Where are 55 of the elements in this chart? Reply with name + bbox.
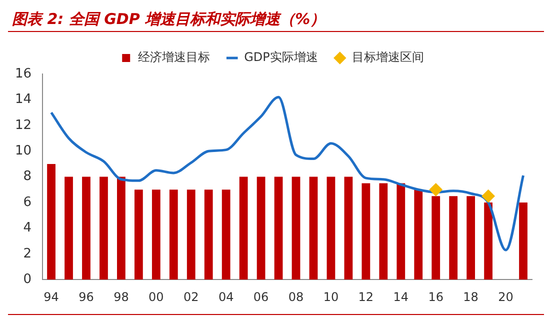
bar — [204, 190, 213, 280]
bar — [239, 176, 248, 280]
bar — [82, 176, 90, 280]
bar — [466, 196, 476, 280]
bar — [449, 196, 458, 280]
bar — [484, 202, 492, 280]
bar — [344, 176, 353, 280]
bar — [256, 176, 266, 280]
x-tick-label: 96 — [78, 290, 94, 304]
bar — [169, 190, 178, 280]
y-tick-label: 10 — [14, 143, 32, 158]
bar — [309, 176, 318, 280]
y-tick-label: 16 — [14, 66, 32, 82]
bar — [100, 176, 108, 280]
bar — [64, 176, 73, 280]
x-tick-label: 12 — [358, 290, 374, 304]
y-tick-label: 12 — [14, 118, 32, 133]
bar — [379, 183, 388, 280]
bar — [152, 190, 160, 280]
bar — [292, 176, 300, 280]
bar — [274, 176, 283, 280]
bar — [432, 196, 440, 280]
line-series — [50, 96, 525, 252]
legend-label: 目标增速区间 — [352, 50, 424, 64]
bar — [414, 190, 423, 280]
bar — [326, 176, 336, 280]
chart-title: 图表 2: 全国 GDP 增速目标和实际增速（%） — [11, 9, 326, 30]
x-tick-label: 20 — [498, 290, 514, 304]
legend-label: 经济增速目标 — [138, 50, 210, 64]
bar — [134, 190, 143, 280]
x-tick-label: 18 — [463, 290, 478, 304]
bar — [117, 176, 126, 280]
bar — [396, 183, 406, 280]
x-tick-label: 98 — [114, 290, 129, 304]
bar — [362, 183, 370, 280]
x-tick-label: 08 — [288, 290, 304, 304]
x-tick-label: 94 — [44, 290, 59, 304]
y-tick-label: 14 — [14, 92, 32, 108]
x-tick-label: 10 — [323, 290, 339, 304]
x-tick-label: 04 — [218, 290, 234, 304]
legend-label: GDP实际增速 — [244, 50, 318, 64]
bar — [222, 190, 230, 280]
y-tick-label: 6 — [23, 194, 32, 210]
y-tick-label: 8 — [23, 169, 32, 184]
x-tick-label: 16 — [428, 290, 444, 304]
bar — [186, 190, 196, 280]
y-tick-label: 4 — [23, 220, 32, 236]
x-tick-label: 00 — [148, 290, 164, 304]
x-tick-label: 06 — [253, 290, 269, 304]
x-tick-label: 14 — [393, 290, 409, 304]
y-tick-label: 2 — [23, 246, 32, 262]
bar — [519, 202, 528, 280]
bar — [47, 164, 56, 280]
y-tick-label: 0 — [23, 272, 32, 287]
x-tick-label: 02 — [183, 290, 199, 304]
